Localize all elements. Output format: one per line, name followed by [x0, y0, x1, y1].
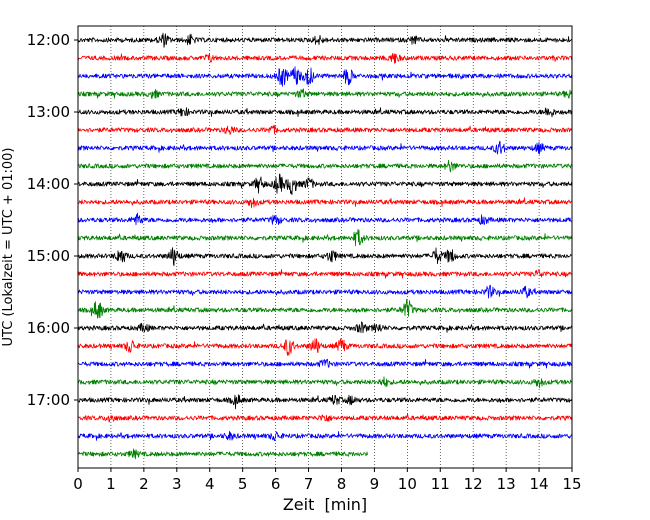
- seismogram-trace: [77, 299, 573, 319]
- y-tick-label: 13:00: [27, 103, 70, 121]
- plot-frame: [77, 25, 573, 469]
- seismogram-trace: [77, 338, 573, 356]
- x-tick-label: 10: [398, 475, 417, 493]
- x-axis-label: Zeit [min]: [283, 495, 367, 514]
- x-tick-label: 13: [497, 475, 516, 493]
- y-tick-label: 14:00: [27, 175, 70, 193]
- x-tick-label: 0: [73, 475, 83, 493]
- seismogram-trace: [77, 284, 573, 299]
- x-tick-label: 15: [562, 475, 581, 493]
- seismogram-trace: [77, 66, 573, 87]
- y-tick-label: 17:00: [27, 391, 70, 409]
- seismogram-trace: [77, 358, 572, 369]
- x-tick-label: 14: [530, 475, 549, 493]
- x-tick-label: 11: [431, 475, 450, 493]
- y-tick-label: 16:00: [27, 319, 70, 337]
- seismogram-trace: [77, 430, 573, 442]
- seismogram-trace: [77, 88, 573, 99]
- seismogram-trace: [77, 124, 573, 135]
- seismogram-trace: [77, 413, 573, 423]
- y-tick-label: 15:00: [27, 247, 70, 265]
- x-tick-label: 8: [337, 475, 347, 493]
- x-tick-label: 1: [106, 475, 116, 493]
- seismogram-trace: [77, 394, 573, 410]
- x-tick-label: 5: [238, 475, 248, 493]
- y-axis-label: UTC (Lokalzeit = UTC + 01:00): [1, 148, 16, 347]
- seismogram-trace: [77, 32, 573, 48]
- x-tick-label: 2: [139, 475, 149, 493]
- y-axis-ticks: 12:00 13:00 14:00 15:00 16:00 17:00: [27, 31, 78, 409]
- x-tick-label: 3: [172, 475, 182, 493]
- seismogram-trace: [77, 228, 573, 247]
- y-tick-label: 12:00: [27, 31, 70, 49]
- seismogram-trace: [77, 53, 573, 64]
- seismogram-trace: [77, 197, 573, 209]
- x-tick-label: 12: [464, 475, 483, 493]
- seismogram-trace: [77, 448, 368, 460]
- seismogram-trace: [77, 212, 573, 226]
- seismogram-trace: [77, 140, 573, 155]
- seismogram-trace: [77, 107, 573, 118]
- seismogram-trace: [77, 159, 573, 173]
- x-tick-label: 7: [304, 475, 314, 493]
- seismogram-trace: [77, 173, 573, 195]
- seismogram-trace: [77, 269, 573, 279]
- seismogram-trace: [77, 376, 573, 389]
- seismogram-trace: [77, 247, 573, 266]
- x-tick-label: 6: [271, 475, 281, 493]
- x-axis-ticks: 0 1 2 3 4 5 6 7 8 9 10 11 12 13 14 15: [73, 468, 582, 493]
- x-tick-label: 4: [205, 475, 215, 493]
- seismogram-trace: [77, 321, 573, 334]
- trace-lines: [77, 32, 573, 460]
- x-tick-label: 9: [370, 475, 380, 493]
